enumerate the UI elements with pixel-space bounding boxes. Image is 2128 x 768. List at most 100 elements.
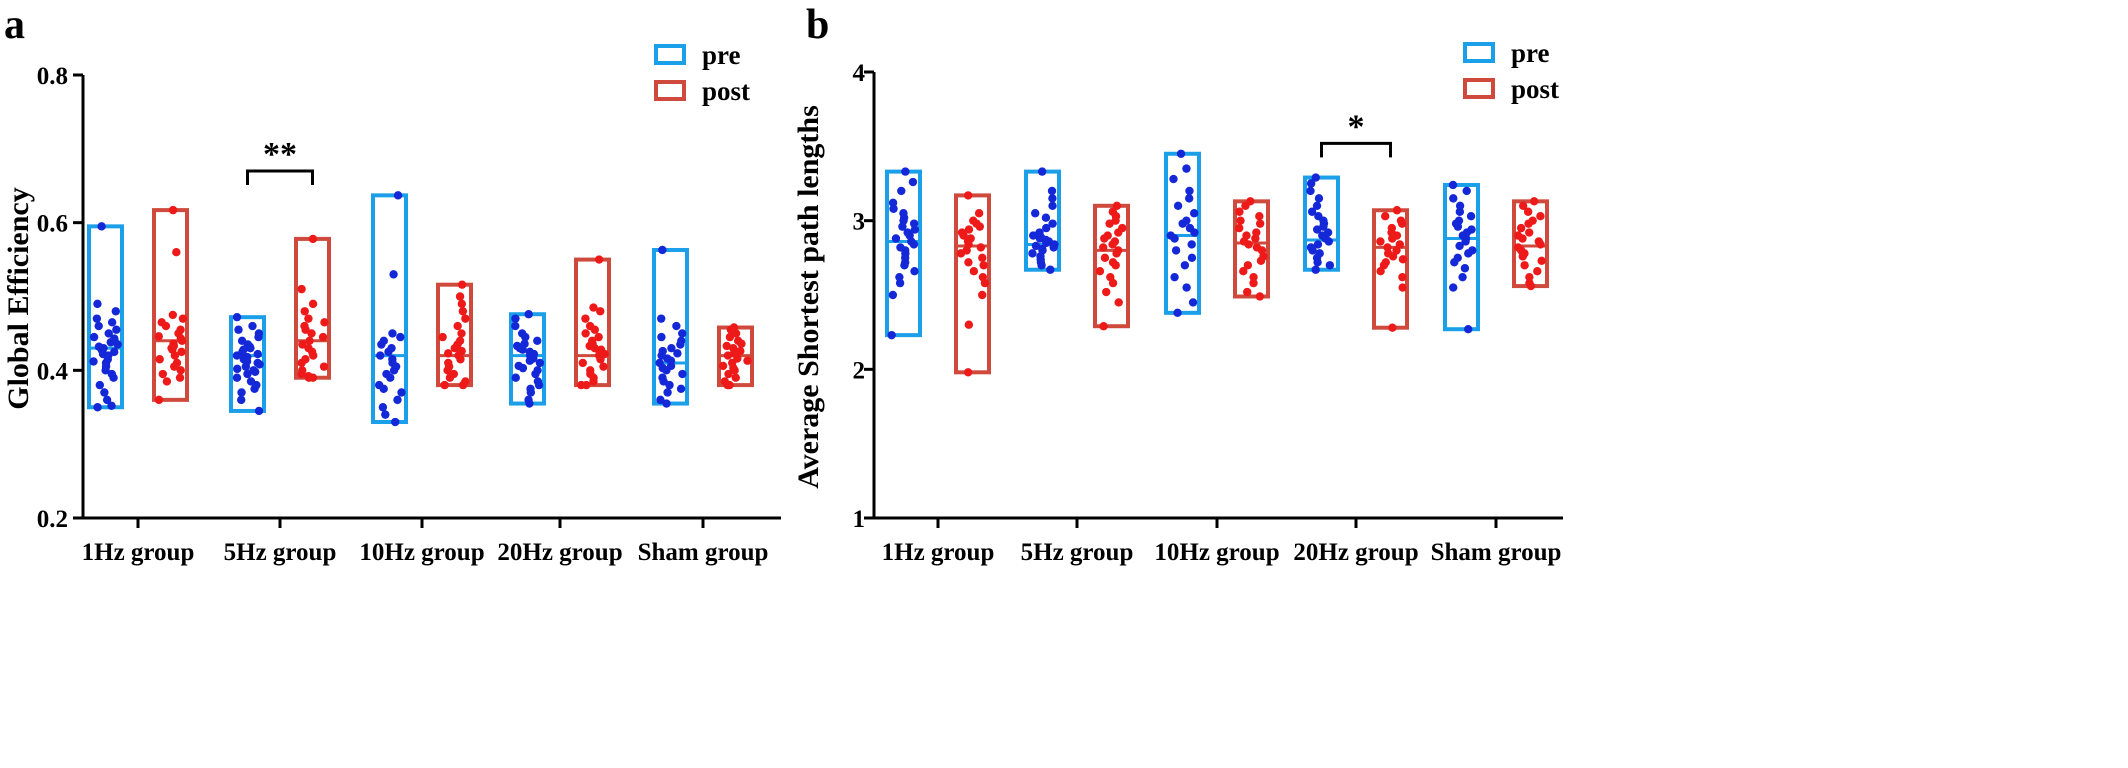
post-data-point <box>1520 261 1529 270</box>
x-tick-label: 5Hz group <box>1021 539 1134 566</box>
post-data-point <box>169 339 178 348</box>
post-data-point <box>298 340 307 349</box>
pre-data-point <box>511 321 520 331</box>
pre-data-point <box>97 222 106 231</box>
pre-data-point <box>1170 272 1179 282</box>
pre-data-point <box>655 358 664 368</box>
post-data-point <box>586 366 595 375</box>
post-data-point <box>438 332 447 342</box>
pre-data-point <box>253 349 262 359</box>
pre-data-point <box>678 329 687 338</box>
pre-data-point <box>1448 180 1458 190</box>
pre-data-point <box>95 380 105 390</box>
post-data-point <box>461 377 470 386</box>
post-data-point <box>1249 272 1258 282</box>
pre-box <box>371 193 408 425</box>
pre-data-point <box>388 355 397 364</box>
post-data-point <box>318 332 328 342</box>
pre-data-point <box>535 358 545 368</box>
x-tick-label: 20Hz group <box>497 539 622 566</box>
pre-data-point <box>1454 216 1464 225</box>
pre-data-point <box>100 388 109 397</box>
post-data-point <box>729 343 738 353</box>
pre-data-point <box>525 347 534 357</box>
post-data-point <box>1392 206 1402 215</box>
post-data-point <box>596 307 605 316</box>
post-data-point <box>1381 212 1390 221</box>
post-data-point <box>1383 243 1392 252</box>
post-data-point <box>733 336 743 345</box>
post-data-point <box>963 191 973 200</box>
post-data-point <box>449 369 459 379</box>
pre-data-point <box>107 401 116 410</box>
post-data-point <box>158 369 168 379</box>
x-tick-label: 1Hz group <box>882 539 995 566</box>
pre-data-point <box>1184 194 1194 203</box>
post-data-point <box>964 320 974 329</box>
post-data-point <box>581 329 590 338</box>
legend-label: post <box>1511 74 1559 104</box>
pre-data-point <box>514 361 523 371</box>
panel-a: a Global Efficiency 0.2 0.4 0.6 0.8 1Hz group 5… <box>2 2 781 566</box>
post-data-point <box>443 349 453 358</box>
post-data-point <box>736 346 745 356</box>
post-data-point <box>1536 212 1545 221</box>
pre-data-point <box>1306 243 1316 252</box>
post-data-point <box>304 343 313 353</box>
pre-data-point <box>1038 244 1047 254</box>
post-data-point <box>1376 237 1385 246</box>
post-box <box>436 282 473 388</box>
post-data-point <box>725 332 735 342</box>
post-data-point <box>1513 231 1523 240</box>
pre-data-point <box>1466 212 1476 221</box>
pre-data-point <box>397 388 406 397</box>
x-tick-label: 20Hz group <box>1293 539 1418 566</box>
pre-data-point <box>93 299 102 309</box>
post-data-point <box>168 310 178 320</box>
pre-data-point <box>393 395 402 405</box>
pre-data-point <box>1449 194 1458 203</box>
post-data-point <box>1095 267 1105 276</box>
post-data-point <box>976 243 986 252</box>
pre-data-point <box>1455 241 1464 251</box>
post-data-point <box>594 255 604 264</box>
pre-data-point <box>1312 201 1322 210</box>
pre-data-point <box>1462 186 1471 196</box>
post-data-point <box>1381 258 1390 267</box>
post-data-point <box>1102 287 1111 297</box>
pre-data-point <box>233 364 242 374</box>
post-data-point <box>300 307 309 316</box>
pre-data-point <box>1187 240 1196 249</box>
pre-data-point <box>1306 179 1316 188</box>
post-data-point <box>1236 216 1245 225</box>
pre-data-point <box>1325 261 1335 270</box>
post-data-point <box>1249 278 1258 288</box>
pre-data-point <box>1169 174 1178 184</box>
pre-data-point <box>232 373 242 382</box>
pre-data-point <box>237 336 247 345</box>
post-data-point <box>1103 231 1112 240</box>
pre-data-point <box>379 336 389 345</box>
post-data-point <box>594 332 603 342</box>
pre-data-point <box>1464 324 1473 334</box>
pre-data-point <box>667 343 676 353</box>
panel-b: b Average Shortest path lengths 1 2 3 4 1Hz gr… <box>792 2 1563 566</box>
x-tick-label: 1Hz group <box>82 539 195 566</box>
pre-data-point <box>896 243 905 252</box>
post-data-point <box>1388 323 1397 332</box>
post-data-point <box>731 373 740 382</box>
y-axis-title: Global Efficiency <box>2 187 35 409</box>
pre-data-point <box>232 312 242 322</box>
y-tick-label: 0.2 <box>37 506 68 533</box>
pre-data-point <box>391 417 400 427</box>
post-data-point <box>1255 212 1264 221</box>
post-data-point <box>1255 219 1265 228</box>
pre-data-point <box>388 329 397 338</box>
post-data-point <box>157 318 166 327</box>
pre-data-point <box>909 219 919 228</box>
pre-data-point <box>1182 164 1191 173</box>
post-box <box>1093 203 1130 329</box>
pre-data-point <box>102 395 112 405</box>
pre-data-point <box>1041 213 1051 222</box>
